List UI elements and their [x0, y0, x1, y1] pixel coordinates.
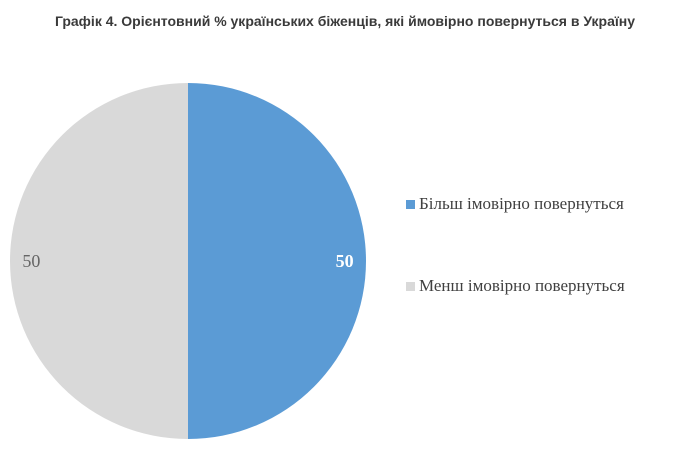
data-label-1: 50: [22, 251, 40, 271]
legend-swatch: [406, 199, 415, 209]
pie-slice-1: [10, 83, 188, 439]
legend-item-more-likely: Більш імовірно повернуться: [406, 194, 624, 214]
pie-slice-0: [188, 83, 366, 439]
legend-swatch: [406, 281, 415, 291]
legend-label: Менш імовірно повернуться: [419, 276, 625, 295]
legend-label: Більш імовірно повернуться: [419, 194, 624, 213]
chart-title: Графік 4. Орієнтовний % українських біже…: [54, 13, 636, 29]
legend-item-less-likely: Менш імовірно повернуться: [406, 276, 625, 296]
data-label-0: 50: [336, 251, 354, 271]
